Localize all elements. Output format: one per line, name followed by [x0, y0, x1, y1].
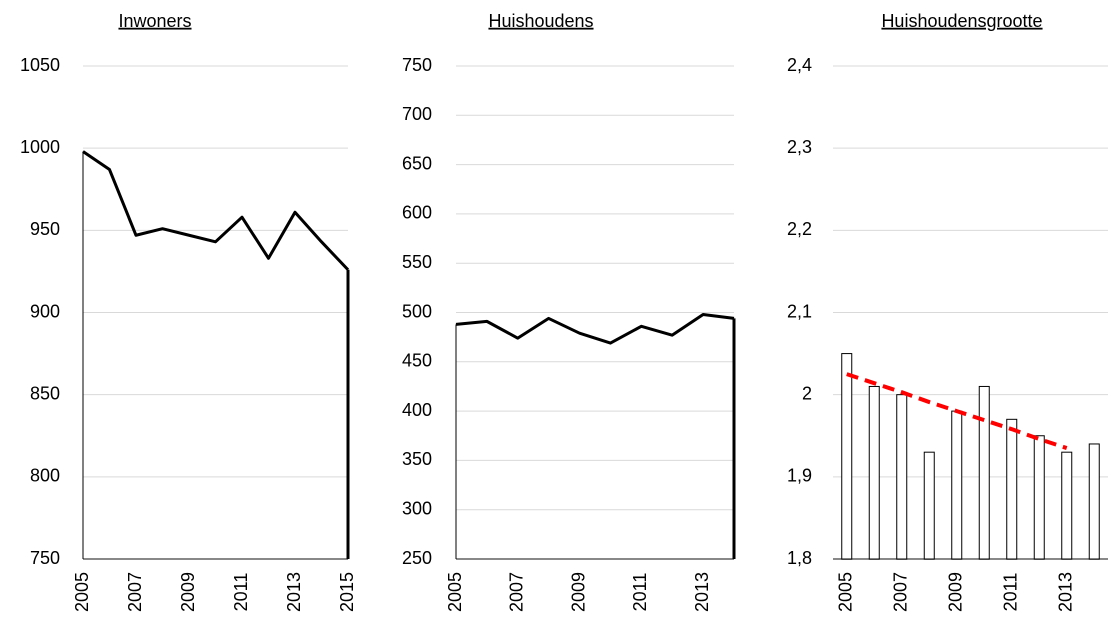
- y-tick-label: 750: [402, 55, 432, 75]
- x-tick-label: 2007: [891, 572, 911, 612]
- y-tick-label: 900: [30, 301, 60, 321]
- bar: [896, 394, 908, 560]
- x-tick-label: 2013: [692, 572, 712, 612]
- bar: [1088, 443, 1100, 560]
- bar: [1033, 435, 1045, 560]
- x-tick-label: 2009: [946, 572, 966, 612]
- y-tick-label: 2,1: [787, 301, 812, 321]
- y-tick-label: 2,4: [787, 55, 812, 75]
- y-tick-label: 1,9: [787, 466, 812, 486]
- chart-title: Inwoners: [118, 11, 191, 31]
- y-tick-label: 550: [402, 252, 432, 272]
- x-tick-label: 2007: [507, 572, 527, 612]
- y-tick-label: 700: [402, 104, 432, 124]
- y-tick-label: 400: [402, 400, 432, 420]
- y-tick-label: 1000: [20, 137, 60, 157]
- y-tick-label: 1050: [20, 55, 60, 75]
- y-tick-label: 950: [30, 219, 60, 239]
- x-tick-label: 2009: [178, 572, 198, 612]
- x-tick-label: 2005: [72, 572, 92, 612]
- y-tick-label: 500: [402, 301, 432, 321]
- y-tick-label: 650: [402, 153, 432, 173]
- y-tick-label: 2: [802, 383, 812, 403]
- y-tick-label: 350: [402, 449, 432, 469]
- y-tick-label: 250: [402, 548, 432, 568]
- chart-title: Huishoudensgrootte: [881, 11, 1042, 31]
- bar: [978, 385, 990, 560]
- bar: [923, 451, 935, 560]
- y-tick-label: 850: [30, 383, 60, 403]
- y-tick-label: 450: [402, 351, 432, 371]
- bar: [841, 353, 853, 560]
- area-line: [82, 150, 350, 271]
- x-tick-label: 2007: [125, 572, 145, 612]
- y-tick-label: 750: [30, 548, 60, 568]
- y-tick-label: 2,2: [787, 219, 812, 239]
- x-tick-label: 2005: [836, 572, 856, 612]
- bar: [1061, 451, 1073, 560]
- trendline: [846, 372, 1068, 450]
- bar: [1006, 418, 1018, 560]
- x-tick-label: 2011: [630, 573, 650, 612]
- y-tick-label: 2,3: [787, 137, 812, 157]
- x-tick-label: 2011: [1001, 573, 1021, 612]
- y-tick-label: 300: [402, 498, 432, 518]
- y-tick-label: 800: [30, 466, 60, 486]
- area-line: [455, 312, 735, 345]
- x-tick-label: 2005: [445, 572, 465, 612]
- bar: [868, 385, 880, 560]
- chart-title: Huishoudens: [488, 11, 593, 31]
- x-tick-label: 2013: [1056, 572, 1076, 612]
- y-tick-label: 600: [402, 203, 432, 223]
- y-tick-label: 1,8: [787, 548, 812, 568]
- bar: [951, 410, 963, 560]
- x-tick-label: 2015: [337, 572, 357, 612]
- x-tick-label: 2013: [284, 572, 304, 612]
- x-tick-label: 2011: [231, 573, 251, 612]
- x-tick-label: 2009: [568, 572, 588, 612]
